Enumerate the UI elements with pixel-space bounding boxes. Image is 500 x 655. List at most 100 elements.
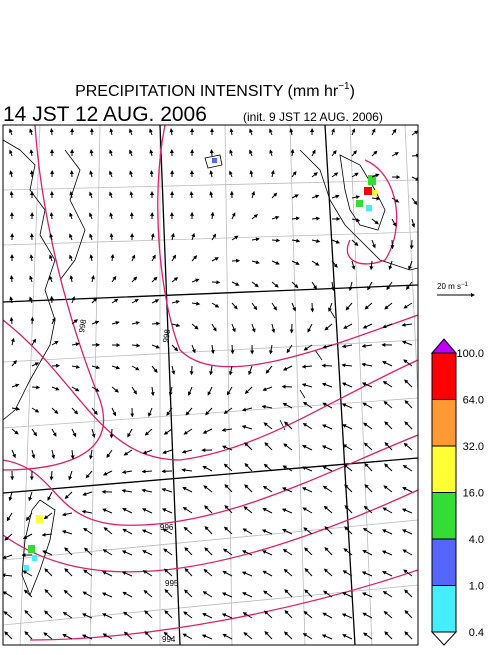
- wind-arrow: [352, 219, 359, 221]
- wind-arrow: [111, 129, 112, 135]
- wind-arrow: [104, 550, 113, 555]
- wind-arrow: [90, 234, 92, 240]
- vector-scale-label: 20 m s−1: [437, 282, 469, 291]
- wind-arrow: [144, 450, 153, 453]
- wind-arrow: [245, 485, 252, 492]
- wind-arrow: [10, 492, 12, 500]
- wind-arrow: [383, 551, 392, 555]
- wind-arrow: [189, 387, 192, 395]
- wind-arrow: [72, 344, 79, 345]
- wind-arrow: [250, 150, 252, 156]
- wind-arrow: [383, 530, 392, 534]
- wind-arrow: [332, 129, 334, 135]
- wind-arrow: [143, 530, 152, 534]
- wind-arrow: [329, 303, 332, 311]
- wind-arrow: [123, 471, 132, 473]
- wind-arrow: [110, 192, 112, 198]
- wind-arrow: [332, 151, 336, 156]
- wind-arrow: [412, 240, 413, 248]
- wind-arrow: [165, 590, 172, 597]
- wind-arrow: [243, 426, 252, 429]
- wind-arrow: [11, 318, 12, 324]
- wind-arrow: [112, 366, 119, 368]
- map-area: 998 998 996 995 994: [2, 125, 430, 645]
- wind-arrow: [344, 549, 352, 555]
- wind-arrow: [405, 590, 412, 597]
- wind-arrow: [312, 196, 319, 199]
- wind-arrow: [152, 255, 155, 261]
- wind-arrow: [30, 129, 32, 135]
- grid-major: [3, 125, 418, 645]
- wind-arrow: [292, 195, 298, 198]
- wind-arrow: [123, 509, 132, 513]
- colorbar-label: 32.0: [463, 441, 484, 453]
- wind-arrow: [232, 282, 239, 285]
- wind-arrow: [205, 527, 212, 534]
- wind-arrow: [192, 303, 199, 304]
- wind-arrow: [264, 423, 272, 429]
- wind-arrow: [232, 345, 233, 353]
- wind-arrow: [92, 322, 98, 325]
- wind-arrow: [383, 324, 392, 327]
- wind-arrow: [212, 345, 213, 353]
- wind-arrow: [132, 366, 139, 370]
- colorbar-label: 64.0: [463, 395, 484, 407]
- wind-arrow: [152, 345, 159, 348]
- wind-arrow: [363, 572, 372, 576]
- wind-arrow: [5, 632, 12, 639]
- wind-arrow: [263, 387, 272, 390]
- colorbar-segment: [432, 493, 456, 540]
- contour-label: 994: [162, 635, 176, 644]
- wind-arrow: [10, 129, 12, 135]
- wind-arrow: [292, 150, 293, 156]
- wind-arrow: [70, 255, 72, 261]
- wind-arrow: [263, 551, 272, 555]
- wind-arrow: [172, 255, 176, 261]
- wind-arrow: [107, 450, 112, 457]
- wind-arrow: [52, 408, 58, 413]
- wind-arrow: [372, 129, 375, 135]
- wind-arrow: [264, 591, 272, 597]
- wind-arrow: [123, 490, 133, 492]
- wind-arrow: [125, 632, 132, 639]
- wind-arrow: [243, 529, 252, 534]
- wind-arrow: [104, 471, 112, 475]
- wind-arrow: [132, 322, 139, 324]
- wind-arrow: [246, 387, 253, 393]
- wind-arrow: [231, 129, 232, 135]
- wind-arrow: [364, 528, 372, 534]
- wind-arrow: [31, 255, 32, 261]
- wind-arrow: [412, 131, 418, 135]
- wind-arrow: [325, 548, 332, 555]
- wind-arrow: [343, 345, 352, 347]
- wind-arrow: [403, 488, 412, 492]
- contour-label: 998: [77, 318, 88, 333]
- wind-arrow: [252, 303, 257, 309]
- wind-arrow: [312, 173, 317, 177]
- wind-arrow: [292, 172, 296, 177]
- wind-arrow: [323, 613, 332, 618]
- wind-arrow: [131, 192, 132, 198]
- wind-arrow: [203, 466, 212, 471]
- wind-arrow: [204, 570, 212, 576]
- wind-arrow: [305, 548, 312, 555]
- wind-arrow: [283, 509, 292, 513]
- wind-arrow: [32, 408, 38, 412]
- wind-arrow: [223, 429, 232, 430]
- wind-arrow: [91, 150, 92, 156]
- wind-arrow: [32, 363, 38, 366]
- wind-arrow: [405, 401, 412, 408]
- wind-arrow: [63, 531, 72, 534]
- wind-arrow: [184, 528, 192, 535]
- wind-arrow: [32, 318, 33, 324]
- wind-arrow: [185, 590, 192, 597]
- wind-arrow: [265, 443, 272, 450]
- wind-arrow: [383, 572, 392, 576]
- wind-arrow: [69, 471, 72, 479]
- wind-arrow: [212, 303, 218, 307]
- wind-arrow: [251, 171, 252, 177]
- map-frame: [3, 125, 418, 645]
- wind-arrow: [103, 593, 112, 597]
- wind-arrow: [405, 611, 412, 618]
